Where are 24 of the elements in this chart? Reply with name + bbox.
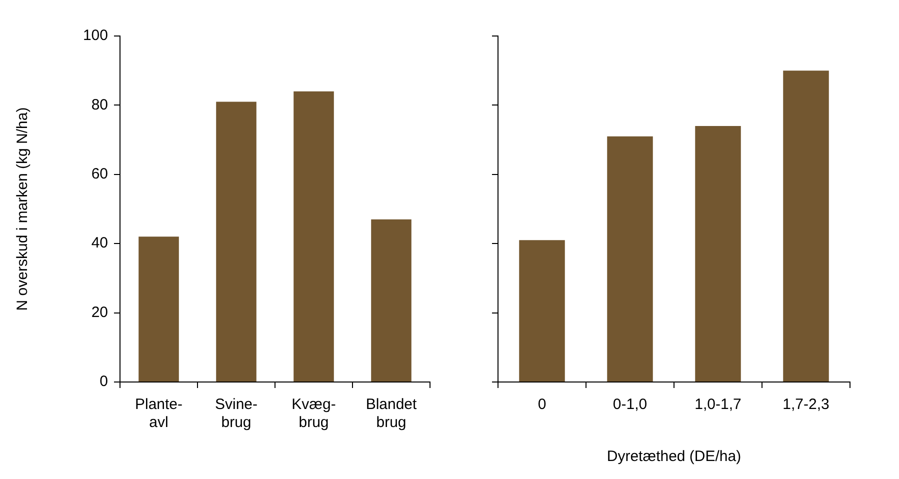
x-tick-label: 0 <box>538 396 546 414</box>
x-tick-label: 0-1,0 <box>612 396 648 414</box>
x-tick-label: 1,7-2,3 <box>782 396 830 414</box>
y-tick-label: 80 <box>91 96 108 114</box>
y-tick-label: 100 <box>82 27 108 44</box>
x-tick-label: Blandet brug <box>366 396 418 432</box>
bar <box>519 240 565 382</box>
x-axis-title: Dyretæthed (DE/ha) <box>606 448 742 466</box>
bar <box>138 236 179 382</box>
y-tick-label: 40 <box>91 234 108 252</box>
y-axis-title: N overskud i marken (kg N/ha) <box>14 107 32 311</box>
x-tick-label: Svine- brug <box>214 396 258 432</box>
bar <box>783 70 829 382</box>
bar <box>371 219 412 382</box>
y-tick-label: 0 <box>100 373 108 390</box>
bar <box>216 102 256 382</box>
x-tick-label: 1,0-1,7 <box>694 396 742 414</box>
bar <box>695 126 741 382</box>
bar <box>294 91 334 382</box>
bar <box>607 136 653 382</box>
x-tick-label: Kvæg- brug <box>292 396 336 432</box>
y-tick-label: 20 <box>91 304 108 321</box>
y-tick-label: 60 <box>91 166 108 183</box>
x-tick-label: Plante- avl <box>134 396 183 432</box>
